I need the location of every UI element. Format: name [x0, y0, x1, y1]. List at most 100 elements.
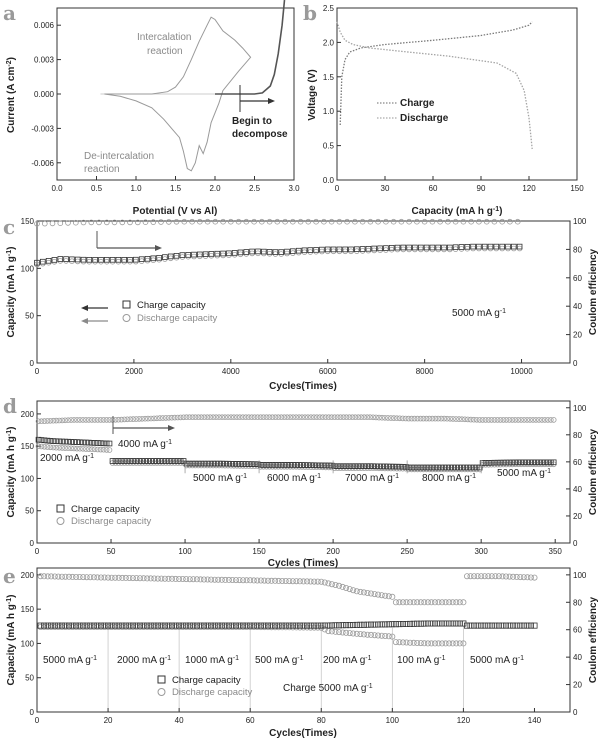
- charge-capacity-point: [505, 243, 511, 250]
- charge-capacity-point: [336, 246, 343, 253]
- coulomb-efficiency-point: [231, 414, 237, 421]
- coulomb-efficiency-point: [219, 414, 225, 421]
- x-tick-label: 60: [429, 184, 438, 193]
- coulomb-efficiency-point: [139, 415, 145, 422]
- charge-capacity-point: [211, 622, 218, 629]
- coulomb-efficiency-point: [172, 575, 179, 582]
- coulomb-efficiency-point: [258, 218, 265, 225]
- charge-capacity-point: [464, 243, 471, 250]
- discharge-capacity-point: [39, 260, 46, 267]
- coulomb-efficiency-point: [200, 576, 207, 583]
- x-tick-label: 50: [107, 547, 116, 556]
- discharge-capacity-point: [138, 258, 145, 264]
- discharge-capacity-point: [439, 640, 446, 647]
- discharge-capacity-point: [260, 250, 267, 257]
- x-tick-label: 3.0: [288, 184, 300, 193]
- charge-capacity-point: [44, 622, 51, 629]
- coulomb-efficiency-point: [47, 417, 54, 424]
- charge-capacity-point: [37, 622, 44, 629]
- charge-capacity-point: [55, 622, 62, 629]
- coulomb-efficiency-point: [328, 581, 335, 588]
- charge-capacity-point: [269, 462, 276, 468]
- coulomb-efficiency-point: [417, 599, 424, 606]
- coulomb-efficiency-point: [452, 218, 459, 225]
- charge-capacity-point: [176, 622, 183, 629]
- panel-e-rate-1000: 1000 mA g-1: [185, 655, 239, 667]
- discharge-capacity-point: [435, 246, 442, 253]
- discharge-capacity-point: [45, 259, 52, 266]
- coulomb-efficiency-point: [442, 599, 449, 606]
- charge-capacity-point: [414, 620, 421, 627]
- coulomb-efficiency-point: [260, 414, 267, 421]
- y2-tick-label: 20: [573, 331, 582, 340]
- charge-capacity-point: [245, 461, 252, 467]
- coulomb-efficiency-point: [438, 415, 445, 422]
- charge-capacity-point: [515, 459, 521, 466]
- charge-capacity-point: [550, 459, 557, 466]
- discharge-capacity-point: [74, 445, 80, 452]
- discharge-capacity-point: [167, 255, 174, 262]
- charge-capacity-point: [421, 620, 428, 627]
- y2-tick-label: 0: [573, 359, 578, 368]
- charge-capacity-point: [228, 460, 234, 467]
- coulomb-efficiency-point: [357, 588, 364, 595]
- charge-capacity-point: [370, 463, 376, 469]
- coulomb-efficiency-point: [539, 417, 545, 423]
- y2-tick-label: 60: [573, 274, 582, 283]
- coulomb-efficiency-point: [183, 414, 190, 421]
- discharge-capacity-point: [57, 258, 64, 264]
- coulomb-efficiency-point: [251, 218, 257, 225]
- panel-e-legend: Charge capacity Discharge capacity: [157, 675, 253, 698]
- coulomb-efficiency-point: [166, 219, 172, 225]
- discharge-capacity-point: [94, 446, 101, 453]
- charge-capacity-point: [86, 256, 93, 263]
- charge-capacity-point: [243, 249, 250, 255]
- coulomb-efficiency-point: [358, 414, 365, 421]
- charge-capacity-point: [365, 245, 372, 252]
- coulomb-efficiency-point: [74, 417, 80, 423]
- coulomb-efficiency-point: [353, 588, 360, 595]
- charge-capacity-point: [420, 464, 427, 471]
- x-tick-label: 2.5: [249, 184, 261, 193]
- coulomb-efficiency-point: [325, 580, 332, 587]
- charge-capacity-point: [389, 621, 396, 628]
- coulomb-efficiency-point: [375, 591, 382, 598]
- coulomb-efficiency-point: [177, 414, 184, 421]
- charge-capacity-point: [216, 460, 222, 467]
- charge-capacity-point: [452, 244, 459, 251]
- charge-capacity-point: [458, 244, 465, 250]
- charge-capacity-point: [204, 622, 211, 629]
- charge-capacity-point: [243, 622, 250, 629]
- charge-capacity-point: [242, 461, 249, 467]
- coulomb-efficiency-point: [264, 577, 271, 584]
- coulomb-efficiency-point: [176, 576, 183, 583]
- coulomb-efficiency-point: [445, 218, 451, 225]
- coulomb-efficiency-point: [307, 578, 314, 585]
- coulomb-efficiency-point: [168, 575, 175, 582]
- panel-c-rate-label: 5000 mA g-1: [452, 308, 506, 320]
- panel-label-a: a: [3, 1, 16, 25]
- charge-capacity-point: [109, 458, 116, 464]
- discharge-capacity-point: [185, 253, 192, 260]
- y2-tick-label: 40: [573, 653, 582, 662]
- coulomb-efficiency-point: [212, 218, 219, 225]
- discharge-capacity-point: [68, 445, 74, 452]
- charge-capacity-point: [68, 439, 74, 445]
- discharge-capacity-point: [412, 246, 418, 253]
- discharge-capacity-point: [403, 639, 410, 646]
- coulomb-efficiency-point: [181, 218, 188, 225]
- x-tick-label: 1.0: [130, 184, 142, 193]
- coulomb-efficiency-point: [198, 414, 205, 421]
- charge-capacity-point: [168, 622, 175, 629]
- panel-d-legend-charge-marker: [56, 504, 65, 513]
- coulomb-efficiency-point: [524, 574, 531, 581]
- charge-capacity-point: [272, 622, 279, 629]
- charge-capacity-point: [98, 622, 105, 629]
- panel-e-legend-charge-marker: [157, 675, 166, 684]
- charge-capacity-point: [106, 440, 113, 447]
- x-tick-label: 8000: [416, 367, 434, 376]
- discharge-capacity-point: [255, 250, 261, 257]
- y-tick-label: 0: [30, 539, 35, 548]
- charge-capacity-point: [250, 622, 257, 629]
- charge-capacity-point: [104, 256, 110, 263]
